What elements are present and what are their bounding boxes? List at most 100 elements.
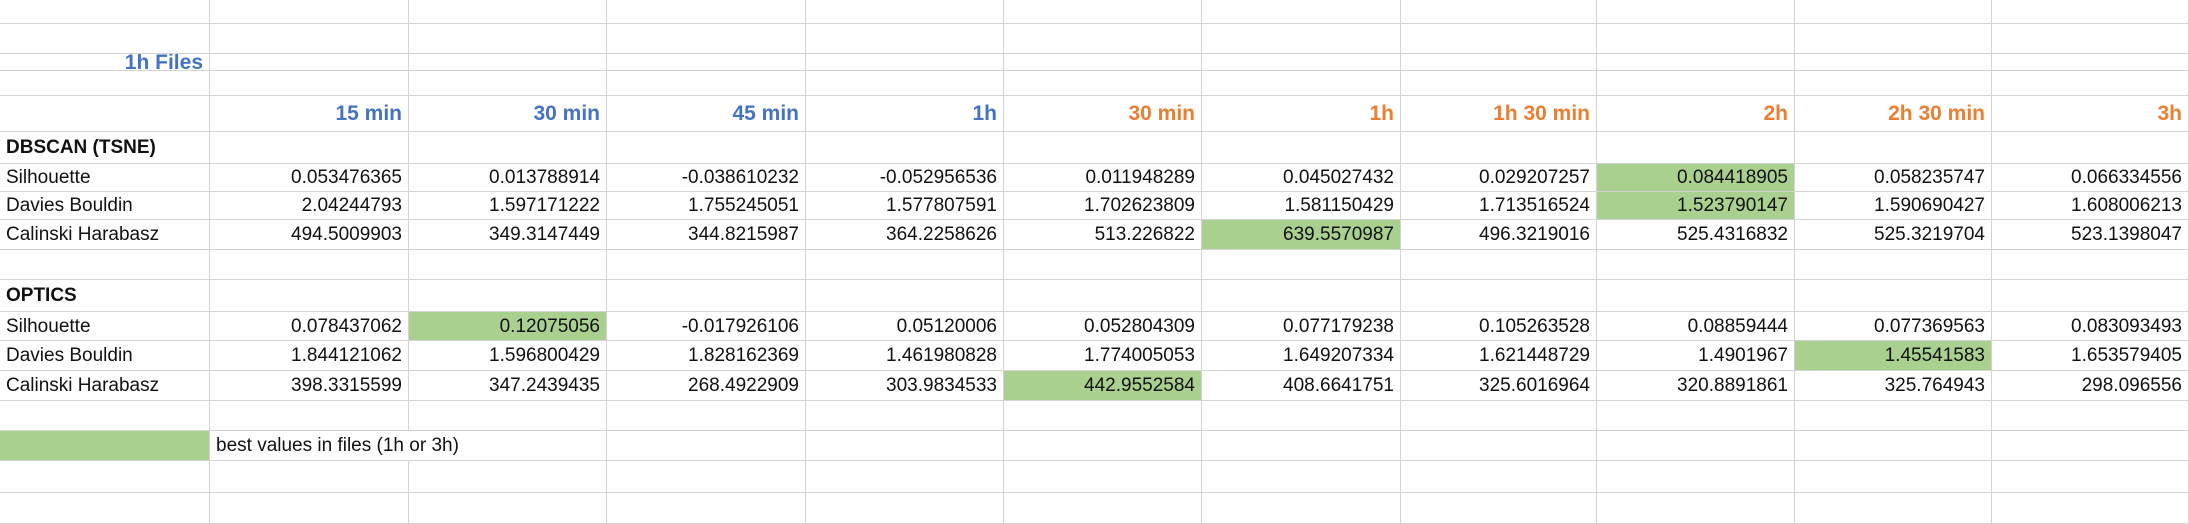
value-cell[interactable]: 0.08859444 <box>1597 312 1795 341</box>
empty-cell[interactable] <box>1795 461 1992 493</box>
empty-cell[interactable] <box>1992 132 2189 164</box>
value-cell[interactable]: 0.058235747 <box>1795 164 1992 192</box>
empty-cell[interactable] <box>1597 0 1795 24</box>
empty-cell[interactable] <box>1992 493 2189 524</box>
value-cell[interactable]: 1.596800429 <box>409 341 607 371</box>
empty-cell[interactable] <box>1401 493 1597 524</box>
empty-cell[interactable] <box>1202 401 1401 431</box>
value-cell[interactable]: 0.045027432 <box>1202 164 1401 192</box>
value-cell[interactable]: 1.844121062 <box>210 341 409 371</box>
empty-cell[interactable] <box>409 24 607 54</box>
column-header[interactable]: 1h <box>1202 96 1401 132</box>
empty-cell[interactable] <box>806 54 1004 71</box>
empty-cell[interactable] <box>1795 280 1992 312</box>
column-header[interactable]: 30 min <box>1004 96 1202 132</box>
empty-cell[interactable] <box>1401 71 1597 96</box>
empty-cell[interactable] <box>1795 132 1992 164</box>
column-header[interactable]: 3h <box>1992 96 2189 132</box>
empty-cell[interactable] <box>0 250 210 280</box>
empty-cell[interactable] <box>1992 250 2189 280</box>
empty-cell[interactable] <box>607 132 806 164</box>
empty-cell[interactable] <box>1202 461 1401 493</box>
empty-cell[interactable] <box>210 71 409 96</box>
empty-cell[interactable] <box>1202 132 1401 164</box>
empty-cell[interactable] <box>607 280 806 312</box>
value-cell[interactable]: 1.653579405 <box>1992 341 2189 371</box>
empty-cell[interactable] <box>1992 431 2189 461</box>
empty-cell[interactable] <box>1992 24 2189 54</box>
metric-label[interactable]: Silhouette <box>0 312 210 341</box>
empty-cell[interactable] <box>1597 461 1795 493</box>
value-cell[interactable]: 1.597171222 <box>409 192 607 220</box>
empty-cell[interactable] <box>409 0 607 24</box>
empty-cell[interactable] <box>607 24 806 54</box>
empty-cell[interactable] <box>1202 54 1401 71</box>
empty-cell[interactable] <box>1004 54 1202 71</box>
empty-cell[interactable] <box>1992 71 2189 96</box>
section-title[interactable]: OPTICS <box>0 280 210 312</box>
value-cell[interactable]: 298.096556 <box>1992 371 2189 401</box>
empty-cell[interactable] <box>1597 250 1795 280</box>
empty-cell[interactable] <box>1597 493 1795 524</box>
empty-cell[interactable] <box>210 461 409 493</box>
value-cell[interactable]: 0.12075056 <box>409 312 607 341</box>
value-cell[interactable]: 1.590690427 <box>1795 192 1992 220</box>
metric-label[interactable]: Calinski Harabasz <box>0 220 210 250</box>
empty-cell[interactable] <box>1401 431 1597 461</box>
value-cell[interactable]: 1.702623809 <box>1004 192 1202 220</box>
value-cell[interactable]: 1.461980828 <box>806 341 1004 371</box>
metric-label[interactable]: Davies Bouldin <box>0 192 210 220</box>
metric-label[interactable]: Calinski Harabasz <box>0 371 210 401</box>
empty-cell[interactable] <box>1795 431 1992 461</box>
value-cell[interactable]: 1.755245051 <box>607 192 806 220</box>
empty-cell[interactable] <box>1992 54 2189 71</box>
empty-cell[interactable] <box>1004 493 1202 524</box>
value-cell[interactable]: 303.9834533 <box>806 371 1004 401</box>
value-cell[interactable]: -0.038610232 <box>607 164 806 192</box>
empty-cell[interactable] <box>1597 71 1795 96</box>
empty-cell[interactable] <box>1401 401 1597 431</box>
empty-cell[interactable] <box>1597 132 1795 164</box>
empty-cell[interactable] <box>607 250 806 280</box>
empty-cell[interactable] <box>0 401 210 431</box>
empty-cell[interactable] <box>210 132 409 164</box>
empty-cell[interactable] <box>210 54 409 71</box>
value-cell[interactable]: 1.774005053 <box>1004 341 1202 371</box>
sheet-title[interactable]: 1h Files <box>0 54 210 71</box>
column-header[interactable]: 2h <box>1597 96 1795 132</box>
value-cell[interactable]: 0.011948289 <box>1004 164 1202 192</box>
metric-label[interactable]: Davies Bouldin <box>0 341 210 371</box>
empty-cell[interactable] <box>1004 461 1202 493</box>
empty-cell[interactable] <box>0 493 210 524</box>
empty-cell[interactable] <box>1597 54 1795 71</box>
section-title[interactable]: DBSCAN (TSNE) <box>0 132 210 164</box>
value-cell[interactable]: 349.3147449 <box>409 220 607 250</box>
value-cell[interactable]: 364.2258626 <box>806 220 1004 250</box>
empty-cell[interactable] <box>1202 493 1401 524</box>
empty-cell[interactable] <box>1401 54 1597 71</box>
empty-cell[interactable] <box>1202 280 1401 312</box>
value-cell[interactable]: 1.577807591 <box>806 192 1004 220</box>
empty-cell[interactable] <box>607 71 806 96</box>
value-cell[interactable]: 0.029207257 <box>1401 164 1597 192</box>
empty-cell[interactable] <box>607 493 806 524</box>
value-cell[interactable]: 1.581150429 <box>1202 192 1401 220</box>
value-cell[interactable]: 325.6016964 <box>1401 371 1597 401</box>
empty-cell[interactable] <box>607 54 806 71</box>
empty-cell[interactable] <box>1004 0 1202 24</box>
empty-cell[interactable] <box>1597 280 1795 312</box>
empty-cell[interactable] <box>1004 71 1202 96</box>
empty-cell[interactable] <box>1795 493 1992 524</box>
value-cell[interactable]: 398.3315599 <box>210 371 409 401</box>
empty-cell[interactable] <box>1401 461 1597 493</box>
value-cell[interactable]: 494.5009903 <box>210 220 409 250</box>
legend-swatch[interactable] <box>0 431 210 461</box>
empty-cell[interactable] <box>210 401 409 431</box>
empty-cell[interactable] <box>1597 24 1795 54</box>
empty-cell[interactable] <box>1795 0 1992 24</box>
empty-cell[interactable] <box>1795 24 1992 54</box>
empty-cell[interactable] <box>1992 280 2189 312</box>
empty-cell[interactable] <box>1795 401 1992 431</box>
column-header[interactable]: 1h 30 min <box>1401 96 1597 132</box>
empty-cell[interactable] <box>210 0 409 24</box>
